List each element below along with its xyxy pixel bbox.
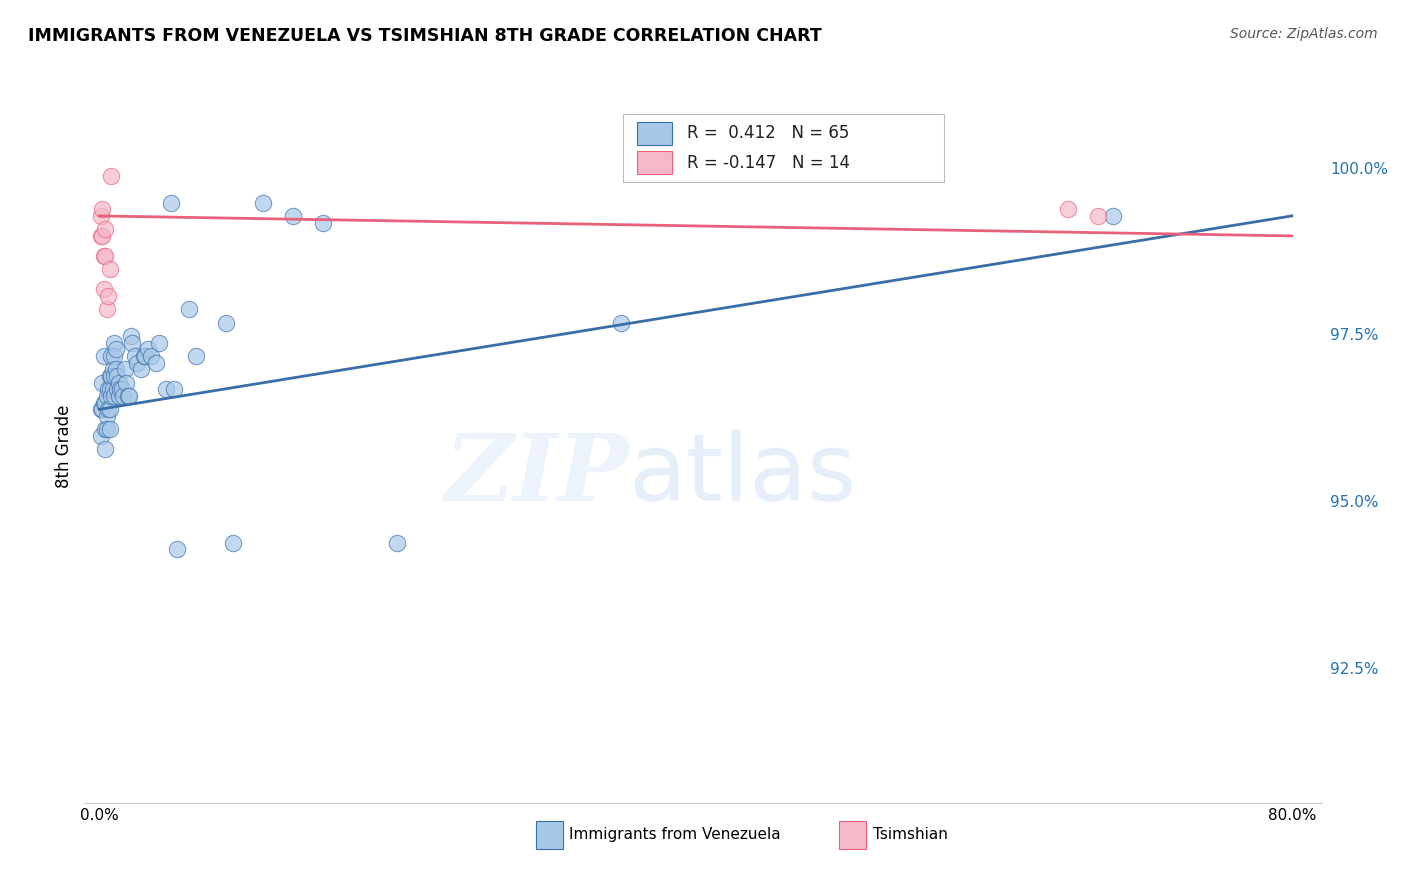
Point	[100, 349, 122, 363]
Point	[125, 356, 148, 370]
Point	[129, 362, 152, 376]
Point	[103, 368, 125, 383]
Point	[91, 402, 114, 417]
FancyBboxPatch shape	[839, 821, 866, 849]
Point	[94, 422, 117, 436]
Point	[252, 195, 274, 210]
FancyBboxPatch shape	[536, 821, 564, 849]
Text: Source: ZipAtlas.com: Source: ZipAtlas.com	[1230, 27, 1378, 41]
Point	[94, 395, 117, 409]
Point	[101, 382, 124, 396]
Point	[104, 362, 127, 376]
Point	[215, 316, 238, 330]
Point	[166, 542, 188, 557]
Point	[1087, 209, 1109, 223]
Point	[103, 349, 125, 363]
Point	[145, 356, 167, 370]
Point	[281, 209, 304, 223]
Point	[387, 535, 409, 549]
Point	[312, 216, 335, 230]
Point	[90, 429, 112, 443]
Point	[97, 402, 120, 417]
Text: R =  0.412   N = 65: R = 0.412 N = 65	[688, 125, 849, 143]
Point	[1102, 209, 1125, 223]
Point	[104, 343, 127, 357]
Point	[90, 228, 112, 243]
Text: Immigrants from Venezuela: Immigrants from Venezuela	[569, 828, 780, 842]
Point	[108, 382, 131, 396]
Point	[91, 202, 114, 217]
Point	[159, 195, 181, 210]
Point	[100, 389, 122, 403]
Point	[115, 376, 138, 390]
FancyBboxPatch shape	[637, 152, 672, 174]
Point	[177, 302, 200, 317]
Text: Tsimshian: Tsimshian	[873, 828, 948, 842]
Point	[222, 535, 245, 549]
Point	[186, 349, 208, 363]
Point	[134, 349, 156, 363]
Point	[121, 335, 143, 350]
Point	[105, 382, 128, 396]
Point	[97, 289, 120, 303]
Point	[98, 422, 121, 436]
Point	[107, 389, 129, 403]
Point	[103, 335, 125, 350]
Point	[148, 335, 170, 350]
Point	[103, 389, 125, 403]
Point	[93, 282, 115, 296]
Point	[155, 382, 177, 396]
Text: ZIP: ZIP	[444, 430, 628, 519]
Point	[107, 376, 129, 390]
Point	[117, 389, 139, 403]
Point	[93, 249, 115, 263]
Point	[96, 422, 118, 436]
Point	[98, 262, 121, 277]
Point	[132, 349, 155, 363]
Point	[1057, 202, 1080, 217]
Text: 95.0%: 95.0%	[1330, 495, 1378, 510]
Point	[93, 395, 115, 409]
Point	[100, 368, 122, 383]
Point	[138, 343, 160, 357]
Point	[96, 389, 118, 403]
Point	[97, 382, 120, 396]
Point	[91, 228, 114, 243]
Point	[96, 409, 118, 423]
Point	[93, 349, 115, 363]
Point	[111, 382, 134, 396]
Point	[141, 349, 163, 363]
Text: R = -0.147   N = 14: R = -0.147 N = 14	[688, 153, 849, 171]
Point	[90, 209, 112, 223]
Y-axis label: 8th Grade: 8th Grade	[55, 404, 73, 488]
Point	[98, 382, 121, 396]
Point	[163, 382, 186, 396]
Point	[105, 368, 128, 383]
Point	[101, 362, 124, 376]
Point	[90, 402, 112, 417]
Point	[96, 302, 118, 317]
Text: atlas: atlas	[628, 428, 858, 521]
Point	[112, 389, 135, 403]
Point	[94, 222, 117, 236]
FancyBboxPatch shape	[623, 114, 945, 182]
Text: 100.0%: 100.0%	[1330, 161, 1388, 177]
Point	[114, 362, 136, 376]
Text: 97.5%: 97.5%	[1330, 328, 1378, 343]
Point	[610, 316, 633, 330]
Point	[91, 376, 114, 390]
Text: IMMIGRANTS FROM VENEZUELA VS TSIMSHIAN 8TH GRADE CORRELATION CHART: IMMIGRANTS FROM VENEZUELA VS TSIMSHIAN 8…	[28, 27, 823, 45]
Point	[94, 249, 117, 263]
Text: 92.5%: 92.5%	[1330, 662, 1378, 677]
Point	[118, 389, 141, 403]
Point	[98, 368, 121, 383]
Point	[98, 402, 121, 417]
Point	[120, 329, 142, 343]
Point	[124, 349, 146, 363]
FancyBboxPatch shape	[637, 122, 672, 145]
Point	[100, 169, 122, 183]
Point	[94, 442, 117, 457]
